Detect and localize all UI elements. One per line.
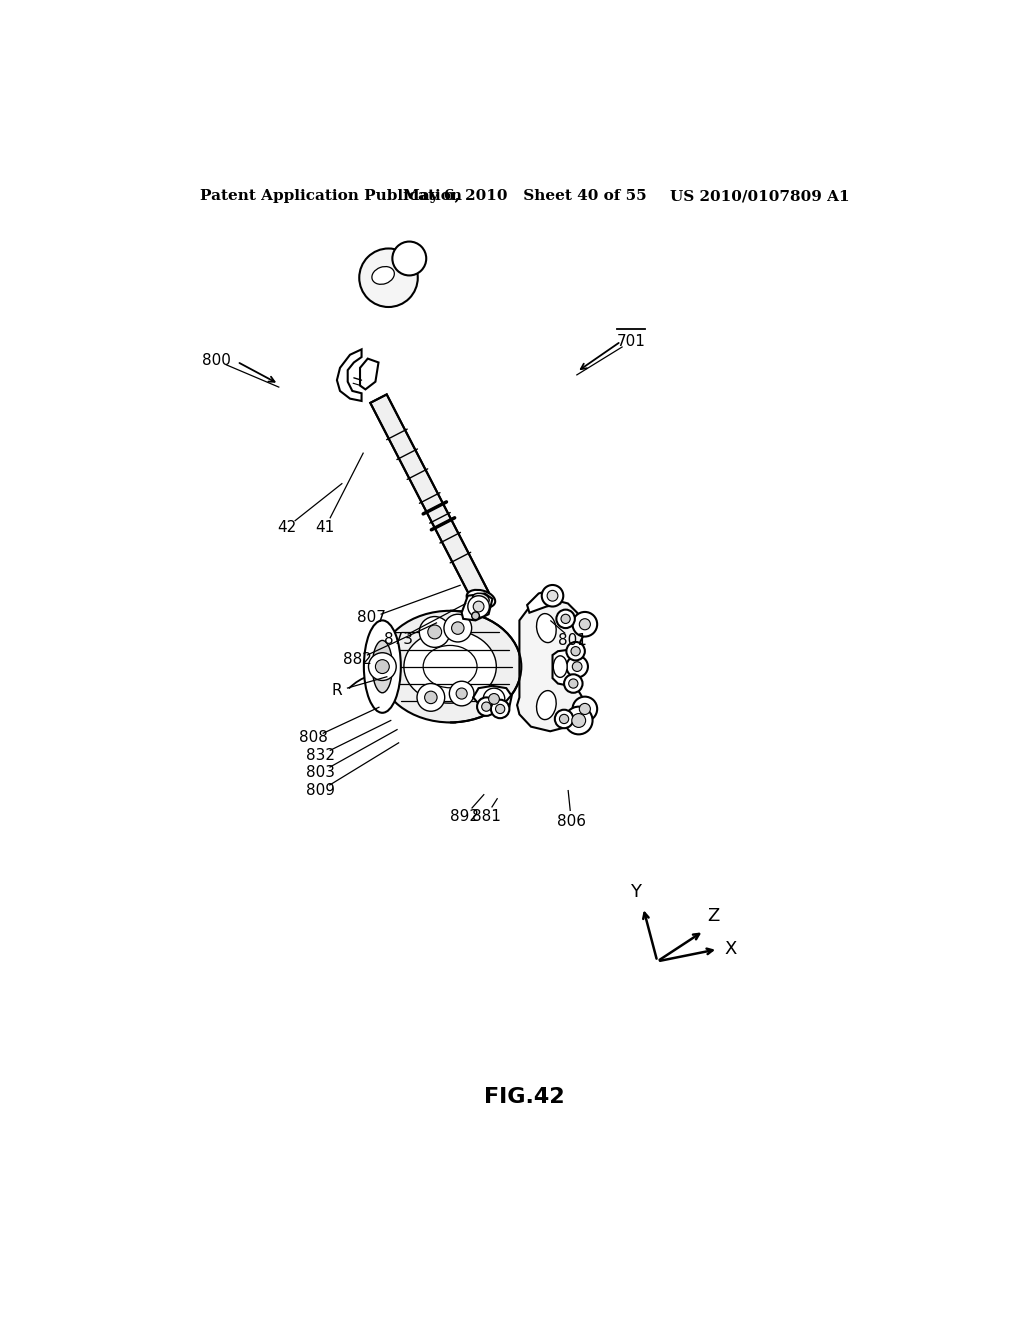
- Circle shape: [572, 612, 597, 636]
- Circle shape: [564, 675, 583, 693]
- Circle shape: [566, 642, 585, 660]
- Circle shape: [392, 242, 426, 276]
- Circle shape: [580, 619, 591, 630]
- Circle shape: [561, 614, 570, 623]
- Circle shape: [417, 684, 444, 711]
- Polygon shape: [527, 590, 562, 612]
- Polygon shape: [371, 395, 489, 602]
- Text: 809: 809: [306, 783, 335, 799]
- Ellipse shape: [473, 593, 489, 605]
- Ellipse shape: [364, 620, 400, 713]
- Text: 882: 882: [343, 652, 372, 667]
- Ellipse shape: [537, 690, 556, 719]
- Circle shape: [468, 595, 489, 618]
- Circle shape: [450, 681, 474, 706]
- Circle shape: [456, 688, 467, 700]
- Text: 800: 800: [202, 354, 231, 368]
- Text: 41: 41: [315, 520, 335, 535]
- Text: May 6, 2010   Sheet 40 of 55: May 6, 2010 Sheet 40 of 55: [403, 189, 646, 203]
- Circle shape: [425, 692, 437, 704]
- Text: 803: 803: [306, 764, 335, 780]
- Circle shape: [473, 601, 484, 612]
- Polygon shape: [517, 599, 584, 731]
- Text: 807: 807: [356, 610, 385, 626]
- Circle shape: [376, 660, 389, 673]
- Polygon shape: [360, 359, 379, 389]
- Circle shape: [571, 714, 586, 727]
- Text: R: R: [332, 684, 342, 698]
- Text: 808: 808: [299, 730, 328, 746]
- Circle shape: [428, 626, 441, 639]
- Circle shape: [568, 678, 578, 688]
- Circle shape: [571, 647, 581, 656]
- Ellipse shape: [373, 640, 392, 693]
- Circle shape: [547, 590, 558, 601]
- Ellipse shape: [403, 630, 497, 704]
- Circle shape: [496, 705, 505, 714]
- Circle shape: [444, 614, 472, 642]
- Text: 701: 701: [616, 334, 646, 348]
- Circle shape: [555, 710, 573, 729]
- Circle shape: [559, 714, 568, 723]
- Circle shape: [483, 688, 505, 710]
- Circle shape: [542, 585, 563, 607]
- Circle shape: [580, 704, 591, 714]
- Circle shape: [419, 616, 451, 647]
- Circle shape: [572, 661, 582, 672]
- Ellipse shape: [553, 656, 567, 677]
- Ellipse shape: [467, 590, 496, 607]
- Circle shape: [369, 653, 396, 681]
- Text: 801: 801: [558, 632, 588, 648]
- Text: FIG.42: FIG.42: [484, 1088, 565, 1107]
- Circle shape: [359, 248, 418, 308]
- Polygon shape: [473, 686, 512, 709]
- Circle shape: [488, 693, 500, 705]
- Ellipse shape: [537, 614, 556, 643]
- Circle shape: [565, 706, 593, 734]
- Text: Z: Z: [708, 907, 720, 925]
- Polygon shape: [462, 594, 493, 620]
- Circle shape: [566, 656, 588, 677]
- Circle shape: [477, 697, 496, 715]
- Ellipse shape: [372, 267, 394, 284]
- Text: 832: 832: [306, 747, 335, 763]
- Circle shape: [572, 697, 597, 721]
- Ellipse shape: [379, 611, 521, 722]
- Circle shape: [472, 612, 479, 619]
- Text: Patent Application Publication: Patent Application Publication: [200, 189, 462, 203]
- Text: X: X: [724, 940, 736, 958]
- Text: Y: Y: [630, 883, 641, 902]
- Text: 892: 892: [451, 809, 479, 824]
- Text: 873: 873: [384, 632, 413, 647]
- Text: 806: 806: [557, 813, 586, 829]
- Text: 881: 881: [472, 809, 501, 824]
- Circle shape: [452, 622, 464, 635]
- Text: 42: 42: [278, 520, 296, 535]
- Circle shape: [481, 702, 490, 711]
- Polygon shape: [337, 350, 361, 401]
- Text: US 2010/0107809 A1: US 2010/0107809 A1: [670, 189, 850, 203]
- Circle shape: [490, 700, 509, 718]
- Circle shape: [556, 610, 574, 628]
